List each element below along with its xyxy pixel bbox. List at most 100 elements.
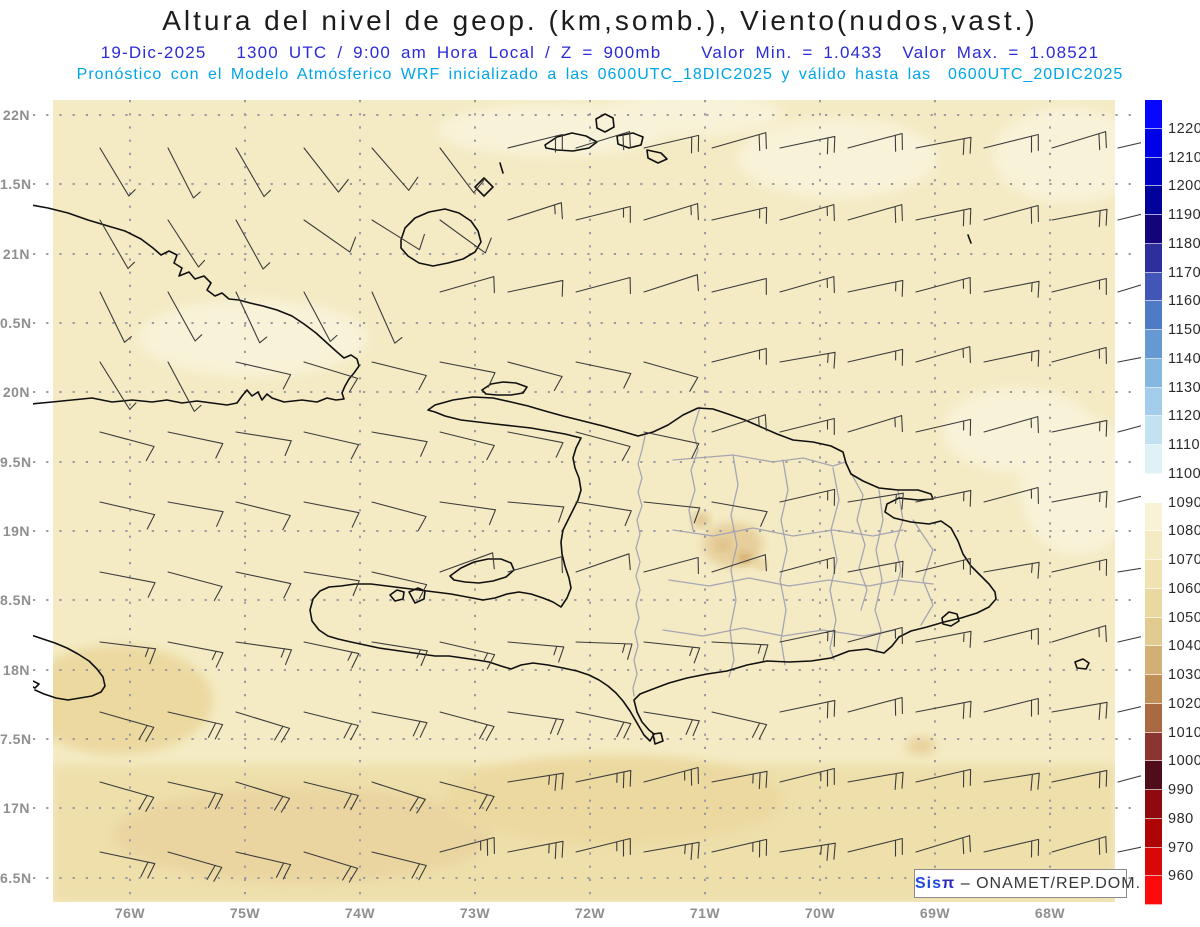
wind-barb bbox=[915, 489, 972, 507]
lat-tick-label: 0.5N bbox=[0, 315, 32, 331]
wind-barb bbox=[643, 641, 701, 664]
coastline-path bbox=[389, 589, 405, 602]
lat-tick-label: 1.5N bbox=[0, 176, 32, 192]
wind-barb bbox=[1051, 131, 1107, 151]
pi-logo-icon: π bbox=[942, 875, 956, 892]
wind-barb bbox=[371, 851, 427, 881]
wind-barb bbox=[915, 346, 971, 364]
wind-barb bbox=[643, 501, 701, 524]
lat-tick-label: 6.5N bbox=[0, 870, 32, 886]
wind-barb bbox=[711, 206, 768, 224]
colorbar-tick-label: 1080 bbox=[1168, 523, 1200, 540]
wind-barb bbox=[1051, 701, 1108, 721]
coastline-path bbox=[481, 381, 528, 396]
colorbar-tick-label: 1010 bbox=[1168, 724, 1200, 741]
wind-barb bbox=[983, 772, 1040, 791]
wind-barb bbox=[847, 348, 904, 366]
wind-barb bbox=[99, 851, 156, 879]
wind-barb bbox=[575, 641, 633, 660]
wind-barb bbox=[167, 641, 224, 668]
province-border-path bbox=[829, 467, 840, 661]
wind-barb bbox=[1051, 625, 1107, 643]
attribution-sis: Sis bbox=[915, 875, 943, 892]
wind-barb bbox=[167, 851, 223, 882]
coastline-path bbox=[400, 208, 482, 267]
wind-barb bbox=[711, 711, 768, 740]
wind-barb bbox=[643, 431, 700, 459]
province-border-path bbox=[672, 454, 846, 467]
wind-barb bbox=[167, 431, 224, 459]
colorbar-segment bbox=[1145, 100, 1162, 129]
wind-barb bbox=[303, 781, 359, 811]
coastline-path bbox=[408, 587, 426, 604]
wind-barb bbox=[1051, 769, 1108, 789]
wind-barb bbox=[983, 627, 1039, 646]
wind-barb bbox=[779, 767, 835, 787]
coastline-path bbox=[544, 132, 598, 152]
wind-barb bbox=[235, 291, 268, 344]
shading-patch bbox=[23, 645, 213, 755]
subtitle-validity: 19-Dic-2025 1300 UTC / 9:00 am Hora Loca… bbox=[100, 43, 1100, 62]
colorbar-tick-label: 1200 bbox=[1168, 178, 1200, 195]
wind-barb bbox=[847, 560, 904, 578]
wind-barb bbox=[983, 486, 1039, 505]
wind-barb bbox=[779, 204, 835, 222]
colorbar-segment bbox=[1145, 416, 1162, 445]
province-border-path bbox=[912, 519, 934, 626]
colorbar-segment bbox=[1145, 876, 1162, 905]
wind-barb bbox=[303, 571, 360, 597]
colorbar-segment bbox=[1145, 186, 1162, 215]
coastline-path bbox=[30, 679, 40, 689]
map-canvas bbox=[23, 92, 1174, 902]
wind-barb bbox=[711, 770, 768, 790]
wind-barb bbox=[915, 700, 972, 720]
wind-barb bbox=[1051, 490, 1108, 508]
wind-barb bbox=[915, 557, 971, 576]
wind-barb bbox=[167, 501, 224, 527]
colorbar-tick-label: 980 bbox=[1168, 810, 1194, 827]
wind-barb bbox=[711, 501, 768, 527]
colorbar-tick-label: 1000 bbox=[1168, 753, 1200, 770]
wind-barb bbox=[99, 571, 156, 598]
wind-barb bbox=[915, 768, 972, 788]
province-border-path bbox=[728, 454, 739, 678]
wind-barb bbox=[847, 132, 903, 152]
wind-barb bbox=[99, 431, 155, 462]
province-border-path bbox=[632, 435, 646, 697]
wind-barb bbox=[983, 838, 1040, 858]
province-border-path bbox=[672, 527, 904, 537]
lat-tick-label: 8.5N bbox=[0, 592, 32, 608]
wind-barb bbox=[303, 641, 360, 669]
wind-barb bbox=[643, 203, 699, 221]
colorbar-tick-label: 1040 bbox=[1168, 638, 1200, 655]
wind-barb bbox=[1051, 208, 1108, 228]
colorbar-segment bbox=[1145, 301, 1162, 330]
colorbar-tick-label: 1140 bbox=[1168, 350, 1200, 367]
wind-barb bbox=[507, 202, 563, 221]
colorbar-segment bbox=[1145, 272, 1162, 302]
lon-tick-label: 68W bbox=[1034, 905, 1066, 921]
wind-barb bbox=[303, 147, 349, 193]
colorbar-tick-label: 1110 bbox=[1168, 437, 1200, 453]
domain-edge-right bbox=[1115, 100, 1141, 902]
wind-barb bbox=[439, 836, 495, 856]
colorbar-tick-label: 970 bbox=[1168, 839, 1194, 856]
wind-barb bbox=[371, 571, 428, 600]
wind-barb bbox=[1051, 419, 1108, 437]
wind-barb bbox=[439, 552, 495, 573]
wind-barb bbox=[575, 205, 631, 224]
wind-barb bbox=[439, 219, 492, 254]
wind-barb bbox=[507, 772, 564, 791]
coastline-path bbox=[941, 611, 960, 627]
lon-tick-label: 69W bbox=[919, 905, 951, 921]
wind-barb bbox=[847, 626, 903, 645]
wind-barb bbox=[779, 699, 836, 719]
wind-barb bbox=[303, 501, 360, 528]
lat-tick-label: 7.5N bbox=[0, 731, 32, 747]
colorbar-segment bbox=[1145, 847, 1162, 877]
wind-barb bbox=[779, 417, 835, 436]
lon-tick-label: 74W bbox=[344, 905, 376, 921]
wind-barb bbox=[575, 501, 632, 527]
colorbar-segment bbox=[1145, 761, 1162, 790]
